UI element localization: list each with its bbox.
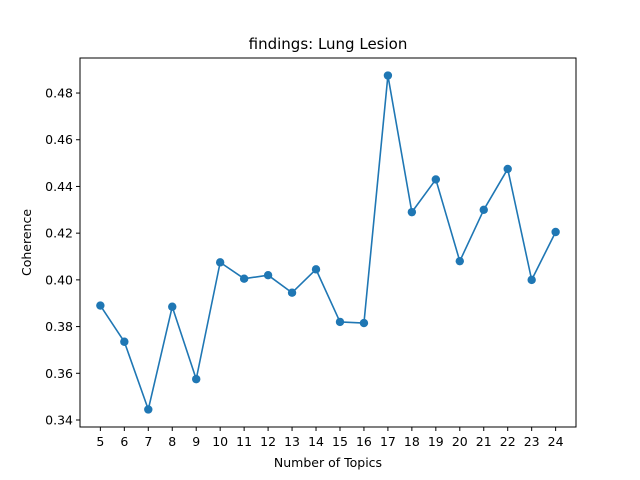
x-tick-label: 18 bbox=[404, 434, 420, 449]
x-tick-label: 22 bbox=[500, 434, 516, 449]
data-point bbox=[455, 256, 464, 266]
data-point bbox=[239, 274, 249, 283]
chart-title: findings: Lung Lesion bbox=[249, 35, 408, 53]
data-point bbox=[407, 207, 417, 217]
data-point bbox=[527, 275, 536, 285]
data-point bbox=[335, 317, 345, 327]
x-axis-ticks: 5 6 7 8 9 10 11 12 13 14 15 16 17 18 19 20 21 22 23 24 bbox=[96, 427, 564, 449]
x-tick-label: 5 bbox=[96, 434, 104, 449]
y-tick-label: 0.44 bbox=[45, 179, 73, 194]
data-point bbox=[383, 71, 393, 80]
x-tick-label: 8 bbox=[168, 434, 176, 449]
x-tick-label: 17 bbox=[380, 434, 396, 449]
y-tick-label: 0.46 bbox=[45, 132, 73, 147]
x-tick-label: 20 bbox=[452, 434, 468, 449]
x-axis-label: Number of Topics bbox=[274, 455, 382, 470]
y-tick-label: 0.36 bbox=[45, 366, 73, 381]
data-point bbox=[96, 301, 105, 310]
y-tick-label: 0.42 bbox=[45, 226, 73, 241]
data-point bbox=[431, 175, 441, 184]
data-point bbox=[551, 227, 560, 237]
x-tick-label: 12 bbox=[260, 434, 276, 449]
y-tick-label: 0.40 bbox=[45, 272, 73, 287]
data-point bbox=[215, 258, 225, 267]
y-tick-label: 0.34 bbox=[45, 412, 73, 427]
x-tick-label: 13 bbox=[284, 434, 300, 449]
x-tick-label: 11 bbox=[236, 434, 252, 449]
data-point bbox=[263, 270, 273, 280]
series-line bbox=[99, 74, 557, 411]
x-tick-label: 6 bbox=[120, 434, 128, 449]
x-tick-label: 15 bbox=[332, 434, 348, 449]
data-point bbox=[192, 374, 201, 384]
x-tick-label: 23 bbox=[524, 434, 540, 449]
x-tick-label: 9 bbox=[192, 434, 200, 449]
x-tick-label: 19 bbox=[428, 434, 444, 449]
x-tick-label: 21 bbox=[476, 434, 492, 449]
data-point bbox=[479, 205, 488, 215]
x-tick-label: 16 bbox=[356, 434, 372, 449]
y-axis-label: Coherence bbox=[19, 209, 34, 276]
y-axis-ticks: 0.34 0.36 0.38 0.40 0.42 0.44 0.46 0.48 bbox=[45, 86, 80, 427]
x-tick-label: 10 bbox=[212, 434, 228, 449]
x-tick-label: 7 bbox=[144, 434, 152, 449]
data-point bbox=[359, 318, 369, 328]
y-tick-label: 0.38 bbox=[45, 319, 73, 334]
data-point bbox=[120, 337, 129, 346]
data-point bbox=[168, 302, 177, 311]
x-tick-label: 24 bbox=[548, 434, 564, 449]
data-point bbox=[287, 288, 297, 297]
plot-area-frame bbox=[79, 57, 577, 428]
data-point bbox=[144, 405, 153, 414]
data-point bbox=[311, 265, 321, 274]
y-tick-label: 0.48 bbox=[45, 86, 73, 101]
x-tick-label: 14 bbox=[308, 434, 324, 449]
data-point bbox=[503, 164, 512, 174]
data-series bbox=[96, 71, 560, 414]
